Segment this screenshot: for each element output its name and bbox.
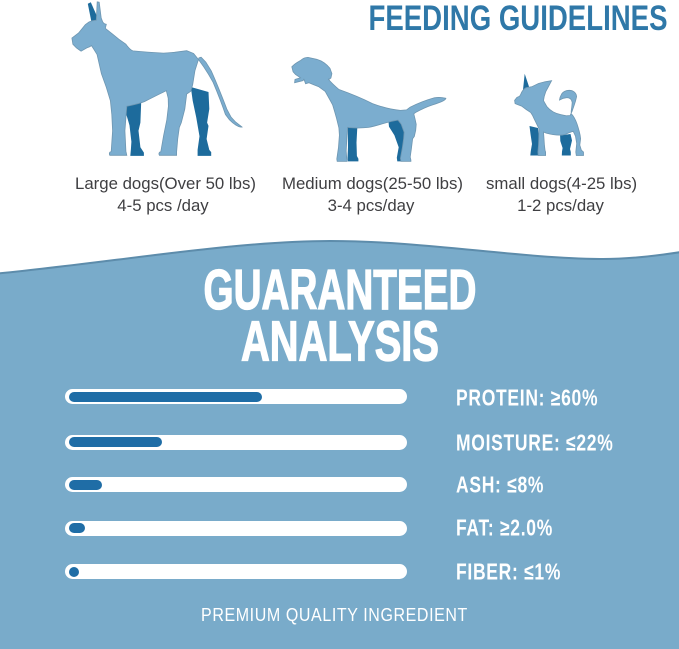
svg-text:FEEDING GUIDELINES: FEEDING GUIDELINES	[369, 0, 668, 38]
svg-text:GUARANTEED: GUARANTEED	[203, 258, 476, 322]
svg-text:ANALYSIS: ANALYSIS	[241, 310, 439, 374]
